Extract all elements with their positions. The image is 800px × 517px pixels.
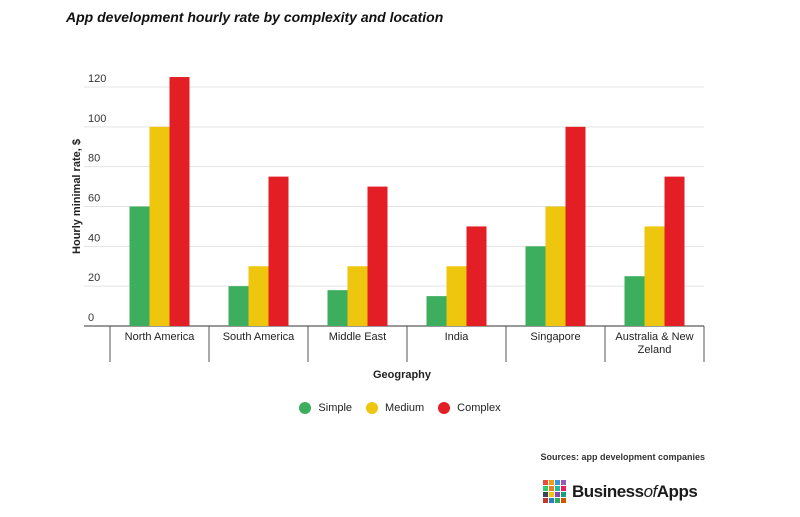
bar-complex [367,186,388,326]
brand-mark-cell [543,498,548,503]
x-tick-label: India [445,331,470,343]
y-tick-label: 20 [88,272,100,284]
legend-swatch-simple [299,402,312,414]
brand-suffix: Apps [656,481,698,501]
bar-chart: 0 20 40 60 80 100 120 North America South Americ… [71,73,705,381]
x-tick-label-line: India [445,331,470,343]
y-tick-label: 40 [88,232,100,244]
x-tick-label: Middle East [329,331,386,343]
source-note: Sources: app development companies [540,452,705,462]
legend-label-medium: Medium [385,402,425,414]
bar-medium [149,126,170,326]
x-axis-label: Geography [373,369,432,381]
brand-mark-cell [555,492,560,497]
bar-simple [129,206,150,326]
brand-mark-cell [549,486,554,491]
brand-mark-cell [561,492,566,497]
legend-label-complex: Complex [457,402,501,414]
legend-swatch-medium [366,402,379,414]
x-tick-label-line: Singapore [530,331,580,343]
bar-complex [169,77,190,327]
y-tick-label: 60 [88,193,100,205]
bar-complex [664,176,685,326]
brand-mark-cell [543,492,548,497]
brand-mark-cell [543,486,548,491]
bar-medium [446,266,467,326]
bar-simple [327,290,348,326]
brand-mark-cell [555,486,560,491]
brand-logo: BusinessofApps [543,480,698,503]
y-tick-label: 0 [88,312,94,324]
x-tick-label-line: North America [125,331,196,343]
y-tick-label: 100 [88,113,106,125]
legend-label-simple: Simple [318,402,353,414]
brand-of: of [643,481,658,501]
x-tick-label-line: Zeland [638,344,672,356]
x-tick-label-line: South America [223,331,295,343]
y-tick-label: 120 [88,73,106,85]
chart-title: App development hourly rate by complexit… [66,9,444,25]
legend-item-complex: Complex [438,402,501,414]
bar-complex [565,126,586,326]
bar-medium [545,206,566,326]
brand-mark-cell [549,498,554,503]
bar-complex [268,176,289,326]
bar-medium [644,226,665,326]
legend-swatch-complex [438,402,451,414]
brand-prefix: Business [572,481,644,501]
brand-wordmark: BusinessofApps [572,481,698,502]
x-tick-label-line: Australia & New [615,331,693,343]
bar-simple [228,286,249,326]
brand-mark-icon [543,480,566,503]
bar-medium [248,266,269,326]
chart-legend: Simple Medium Complex [0,402,800,414]
brand-mark-cell [561,498,566,503]
x-tick-label-line: Middle East [329,331,386,343]
bar-simple [426,296,447,326]
brand-mark-cell [549,480,554,485]
brand-mark-cell [555,498,560,503]
brand-mark-cell [555,480,560,485]
x-tick-label: Australia & New Zeland [615,331,693,356]
brand-mark-cell [543,480,548,485]
bar-medium [347,266,368,326]
brand-mark-cell [561,486,566,491]
x-tick-label: Singapore [530,331,580,343]
y-tick-label: 80 [88,153,100,165]
bar-simple [624,276,645,326]
brand-mark-cell [549,492,554,497]
legend-item-medium: Medium [366,402,424,414]
x-tick-label: North America [125,331,196,343]
legend-item-simple: Simple [299,402,352,414]
brand-mark-cell [561,480,566,485]
bar-complex [466,226,487,326]
bar-simple [525,246,546,326]
x-tick-label: South America [223,331,295,343]
y-axis-label: Hourly minimal rate, $ [71,139,83,254]
